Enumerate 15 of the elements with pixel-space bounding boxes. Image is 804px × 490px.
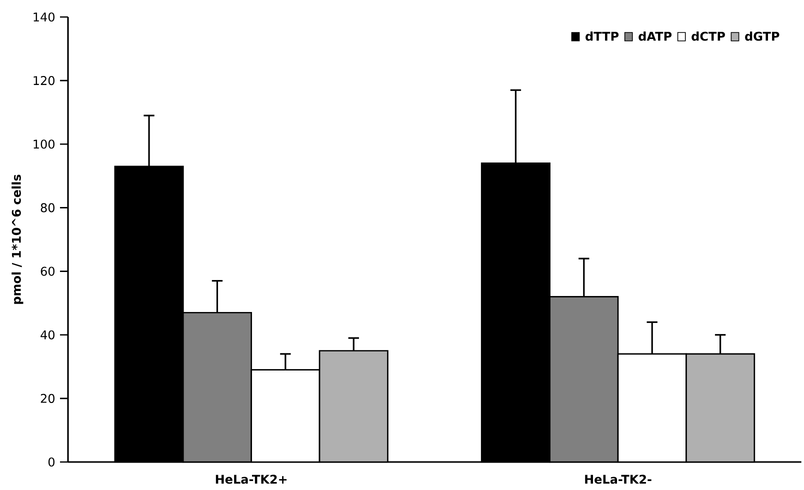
x-tick-label: HeLa-TK2- bbox=[585, 474, 652, 484]
y-tick-label: 120 bbox=[34, 76, 54, 86]
legend-label: dCTP bbox=[692, 32, 725, 41]
y-tick-label: 40 bbox=[40, 330, 54, 340]
y-tick-label: 60 bbox=[40, 266, 54, 276]
y-tick-label: 100 bbox=[34, 140, 54, 149]
y-tick-label: 0 bbox=[48, 457, 54, 467]
y-tick-label: 20 bbox=[40, 394, 54, 403]
y-axis-title: pmol / 1*10^6 cells bbox=[12, 174, 24, 304]
y-tick-label: 140 bbox=[34, 12, 54, 22]
y-tick-label: 80 bbox=[40, 203, 54, 212]
legend-label: dGTP bbox=[745, 32, 780, 41]
legend-label: dATP bbox=[638, 32, 672, 41]
x-tick-label: HeLa-TK2+ bbox=[216, 474, 287, 484]
legend-label: dTTP bbox=[586, 32, 619, 41]
